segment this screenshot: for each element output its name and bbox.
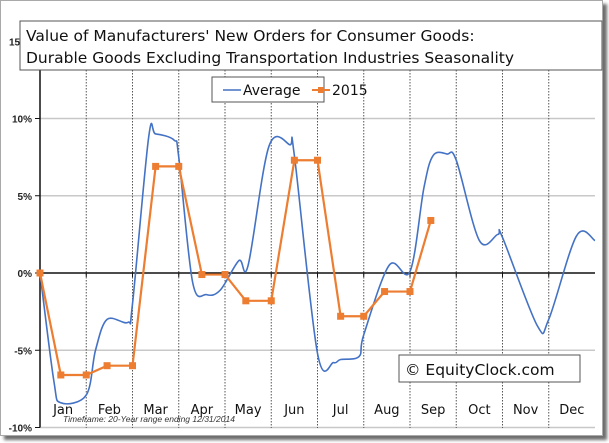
data-point-2015 [267,297,275,305]
x-tick-label-may: May [235,403,262,418]
series-layer [36,122,596,405]
data-point-2015 [381,288,389,296]
legend-item-2015: 2015 [312,83,368,99]
legend: Average 2015 [211,76,368,103]
series-average [39,122,596,405]
data-point-2015 [360,312,368,320]
axes [39,40,595,428]
copyright-box: © EquityClock.com [398,354,581,383]
data-point-2015 [175,162,183,170]
timeframe-note: Timeframe: 20-Year range ending 12/31/20… [63,414,235,424]
y-tick-label: 5% [18,192,33,203]
data-point-2015 [290,156,298,164]
data-point-2015 [57,371,65,379]
x-tick-label-mar: Mar [143,403,168,418]
x-tick-label-aug: Aug [374,403,399,418]
y-tick-label: -5% [14,346,32,357]
series-line-2015 [38,159,432,377]
y-axis-ticks: 15 10% 5% 0% -5% -10% [9,37,40,435]
legend-item-average: Average [223,83,301,99]
legend-average-label: Average [243,83,301,99]
copyright-text: © EquityClock.com [405,361,555,379]
x-tick-label-jun: Jun [283,403,304,418]
data-point-2015 [152,162,160,170]
x-tick-label-nov: Nov [513,403,539,418]
data-point-2015 [337,312,345,320]
x-tick-label-dec: Dec [559,403,584,418]
data-point-2015 [427,216,435,224]
y-tick-label: 0% [18,269,33,280]
data-point-2015 [198,271,206,279]
y-tick-label: -10% [9,424,32,435]
data-point-2015 [221,271,229,279]
data-point-2015 [36,269,44,277]
chart-title-line-2: Durable Goods Excluding Transportation I… [26,49,514,67]
series-2015 [36,156,435,379]
data-point-2015 [242,297,250,305]
x-axis-ticks: Jan Feb Mar Apr May Jun Jul Aug Sep Oct Nov Dec [52,403,584,418]
data-point-2015 [82,371,90,379]
y-tick-label: 10% [12,115,32,126]
legend-2015-marker [318,87,324,93]
chart-title-line-1: Value of Manufacturers' New Orders for C… [26,27,475,45]
title-box: Value of Manufacturers' New Orders for C… [19,20,603,71]
x-tick-label-sep: Sep [421,403,446,418]
x-tick-label-feb: Feb [98,403,121,418]
data-point-2015 [314,156,321,164]
x-tick-label-apr: Apr [191,403,214,418]
series-line-average [39,122,596,405]
data-point-2015 [406,288,414,296]
data-point-2015 [129,362,136,370]
x-tick-label-oct: Oct [468,403,490,418]
x-tick-label-jul: Jul [332,403,349,418]
x-tick-label-jan: Jan [52,403,73,418]
y-tick-label: 15 [9,37,21,48]
data-point-2015 [103,362,111,370]
legend-2015-label: 2015 [332,83,368,99]
